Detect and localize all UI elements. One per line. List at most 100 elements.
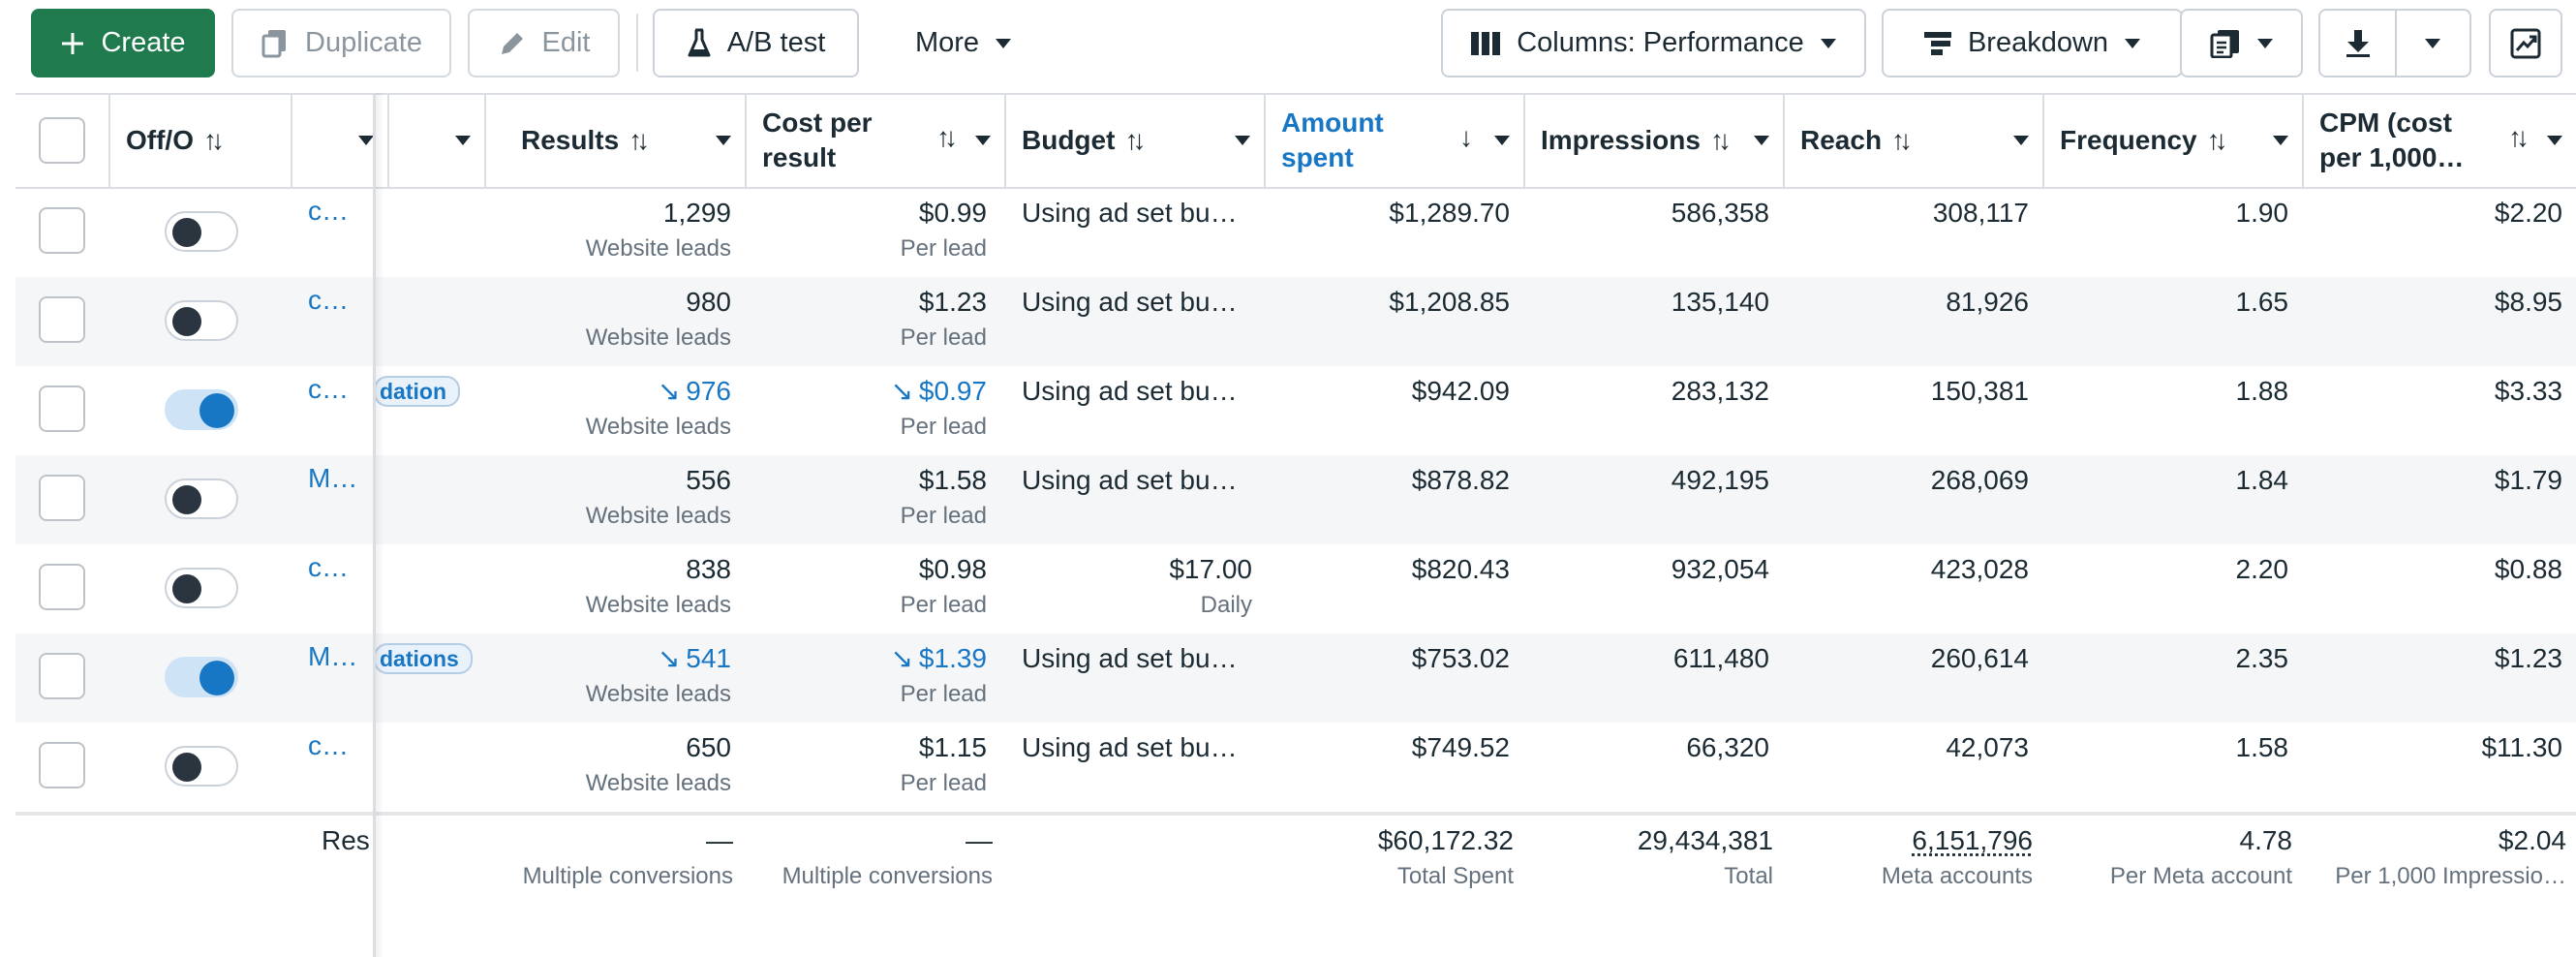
sort-descending-icon: ↓: [1459, 122, 1473, 152]
reach-cell: 268,069: [1785, 455, 2044, 544]
header-name[interactable]: [292, 93, 389, 188]
campaign-name-link[interactable]: c…: [308, 196, 349, 226]
table-row[interactable]: c… 650 Website leads $1.15 Per lead Using ad …: [15, 723, 2576, 812]
results-cell: 650 Website leads: [486, 723, 747, 812]
split-divider: [2395, 10, 2397, 77]
reach-value: 81,926: [1946, 287, 2029, 317]
trend-down-icon: ↘: [890, 376, 913, 406]
campaign-toggle[interactable]: [165, 746, 238, 787]
campaign-name-link[interactable]: c…: [308, 730, 349, 760]
more-button[interactable]: More: [891, 9, 1036, 77]
campaign-name-link[interactable]: c…: [308, 285, 349, 315]
spent-cell: $820.43: [1266, 544, 1525, 633]
header-budget[interactable]: Budget ↑↓: [1006, 93, 1266, 188]
chart-icon: [2510, 28, 2541, 58]
chart-button[interactable]: [2489, 9, 2562, 77]
header-results[interactable]: Results ↑↓: [486, 93, 747, 188]
header-impressions[interactable]: Impressions ↑↓: [1525, 93, 1785, 188]
sort-icon: ↑↓: [1709, 125, 1732, 155]
caret-down-icon: [2547, 136, 2562, 145]
results-cell: 838 Website leads: [486, 544, 747, 633]
header-frequency[interactable]: Frequency ↑↓: [2044, 93, 2304, 188]
row-checkbox[interactable]: [39, 207, 85, 254]
campaign-name-link[interactable]: M…: [308, 463, 358, 493]
cpr-cell: $1.23 Per lead: [747, 277, 1006, 366]
row-checkbox[interactable]: [39, 742, 85, 788]
row-checkbox[interactable]: [39, 475, 85, 521]
export-main[interactable]: [2320, 29, 2395, 58]
table-row[interactable]: c… 1,299 Website leads $0.99 Per lead Using a…: [15, 188, 2576, 277]
cpr-cell: $0.98 Per lead: [747, 544, 1006, 633]
breakdown-icon: [1923, 31, 1951, 55]
results-value: 976: [686, 376, 731, 406]
impressions-value: 611,480: [1672, 643, 1769, 673]
header-cost-per-result[interactable]: Cost per result ↑↓: [747, 93, 1006, 188]
impressions-cell: 283,132: [1525, 366, 1785, 455]
ab-test-button[interactable]: A/B test: [653, 9, 859, 77]
sort-icon: ↑↓: [1891, 125, 1913, 155]
row-checkbox[interactable]: [39, 296, 85, 343]
row-checkbox[interactable]: [39, 386, 85, 432]
table-row[interactable]: c… 838 Website leads $0.98 Per lead $17.00 Dai…: [15, 544, 2576, 633]
reports-button[interactable]: [2180, 9, 2303, 77]
breakdown-button[interactable]: Breakdown: [1882, 9, 2183, 77]
header-hidden-column[interactable]: [389, 93, 486, 188]
cpm-value: $2.20: [2494, 198, 2562, 228]
budget-cell: Using ad set bu…: [1006, 277, 1266, 366]
sort-icon: ↑↓: [1124, 125, 1146, 155]
budget-value: $17.00: [1169, 554, 1252, 584]
campaign-name-link[interactable]: c…: [308, 374, 349, 404]
duplicate-button[interactable]: Duplicate: [231, 9, 451, 77]
header-amount-spent[interactable]: Amount spent ↓: [1266, 93, 1525, 188]
frequency-value: 1.90: [2235, 198, 2289, 228]
table-row[interactable]: c… dation ↘ 976 Website leads ↘ $0.97 Per lead U…: [15, 366, 2576, 455]
toggle-knob: [172, 574, 201, 603]
toolbar-divider: [636, 14, 638, 72]
table-row[interactable]: M… 556 Website leads $1.58 Per lead Using ad …: [15, 455, 2576, 544]
row-checkbox[interactable]: [39, 564, 85, 610]
edit-button[interactable]: Edit: [468, 9, 620, 77]
recommendation-badge[interactable]: dations: [374, 643, 473, 674]
spent-cell: $1,289.70: [1266, 188, 1525, 277]
caret-down-icon: [358, 136, 374, 145]
cpr-value: $1.23: [918, 287, 987, 317]
export-dropdown[interactable]: [2397, 38, 2469, 49]
campaign-toggle[interactable]: [165, 657, 238, 697]
cpr-value: $1.39: [918, 643, 987, 673]
results-value: 838: [686, 554, 731, 584]
header-off-on[interactable]: Off/O ↑↓: [110, 93, 292, 188]
campaign-toggle[interactable]: [165, 211, 238, 252]
caret-down-icon: [2125, 38, 2141, 48]
toolbar: Create Duplicate Edit A/B test More Colu…: [0, 0, 2576, 93]
results-value: 1,299: [662, 198, 731, 228]
reports-icon: [2210, 29, 2239, 58]
summary-cpm: $2.04: [2498, 825, 2566, 855]
campaign-name-link[interactable]: c…: [308, 552, 349, 582]
create-button[interactable]: Create: [31, 9, 215, 77]
row-checkbox[interactable]: [39, 653, 85, 699]
header-reach[interactable]: Reach ↑↓: [1785, 93, 2044, 188]
summary-reach[interactable]: 6,151,796: [1912, 825, 2033, 855]
select-all-checkbox[interactable]: [39, 117, 85, 164]
recommendation-badge[interactable]: dation: [374, 376, 460, 407]
sort-icon: ↑↓: [203, 125, 225, 155]
campaign-name-link[interactable]: M…: [308, 641, 358, 671]
columns-button[interactable]: Columns: Performance: [1441, 9, 1866, 77]
cpr-cell: $1.58 Per lead: [747, 455, 1006, 544]
export-button[interactable]: [2318, 9, 2471, 77]
campaign-toggle[interactable]: [165, 389, 238, 430]
header-cpm[interactable]: CPM (cost per 1,000… ↑↓: [2304, 93, 2576, 188]
trend-down-icon: ↘: [657, 643, 681, 673]
cpm-value: $8.95: [2494, 287, 2562, 317]
flask-icon: [688, 28, 711, 56]
impressions-cell: 492,195: [1525, 455, 1785, 544]
campaign-toggle[interactable]: [165, 568, 238, 608]
reach-value: 150,381: [1930, 376, 2029, 406]
cpr-sub: Per lead: [900, 681, 987, 707]
campaign-toggle[interactable]: [165, 478, 238, 519]
spent-cell: $749.52: [1266, 723, 1525, 812]
campaign-toggle[interactable]: [165, 300, 238, 341]
table-row[interactable]: c… 980 Website leads $1.23 Per lead Using ad …: [15, 277, 2576, 366]
summary-cpr-sub: Multiple conversions: [782, 863, 993, 889]
table-row[interactable]: M… dations ↘ 541 Website leads ↘ $1.39 Per lead…: [15, 633, 2576, 723]
